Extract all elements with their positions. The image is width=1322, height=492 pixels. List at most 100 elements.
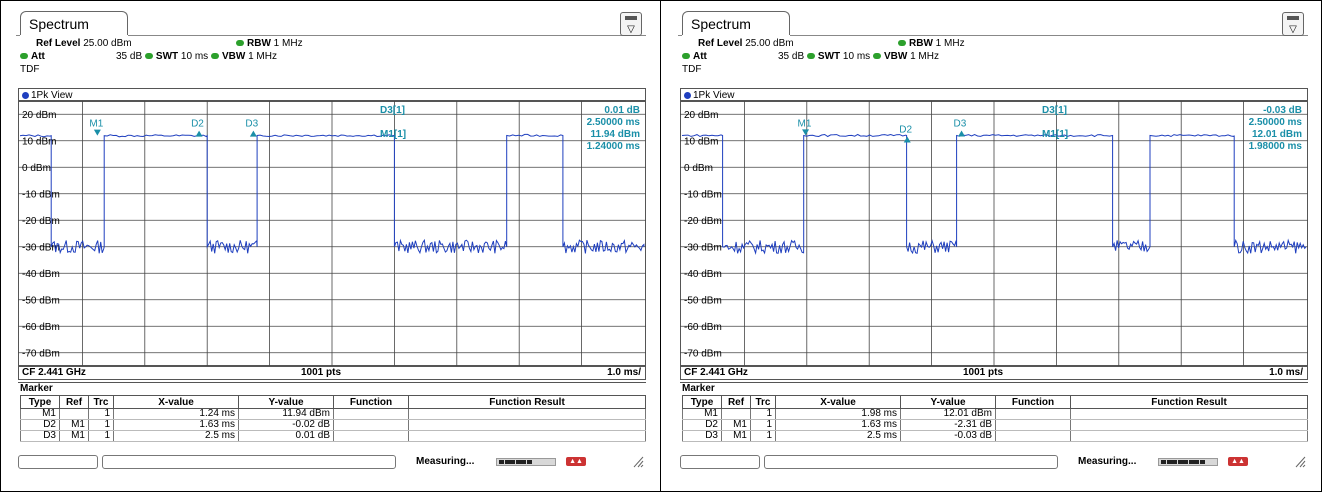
marker-label: D2 — [191, 119, 204, 130]
y-axis-label: 0 dBm — [684, 163, 713, 174]
marker-readout-y: 12.01 dBm — [1252, 129, 1302, 140]
table-row[interactable]: D3 M1 1 2.5 ms -0.03 dB — [682, 430, 1308, 442]
status-dot-icon — [236, 40, 244, 47]
progress-segment — [1199, 460, 1205, 464]
y-axis-label: -60 dBm — [22, 322, 60, 333]
col-x-value: X-value — [775, 395, 901, 409]
table-row[interactable]: M1 1 1.98 ms 12.01 dBm — [682, 408, 1308, 420]
progress-segment — [1188, 460, 1194, 464]
center-frequency: CF 2.441 GHz — [684, 367, 748, 378]
table-row[interactable]: D3 M1 1 2.5 ms 0.01 dB — [20, 430, 646, 442]
progress-segment — [521, 460, 526, 464]
table-row[interactable]: M1 1 1.24 ms 11.94 dBm — [20, 408, 646, 420]
delta-marker-readout-y: -0.03 dB — [1263, 105, 1302, 116]
spectrum-plot[interactable]: 20 dBm 10 dBm 0 dBm -10 dBm -20 dBm -30 dBm -4… — [18, 101, 646, 366]
marker-table-section: Marker Type Ref Trc X-value Y-value Func… — [18, 382, 646, 442]
marker-triangle-icon — [802, 129, 810, 136]
measuring-status: Measuring... — [1078, 456, 1137, 467]
marker-readout-x: 1.24000 ms — [587, 141, 641, 152]
status-field-2[interactable] — [102, 455, 396, 469]
analyzer-window: Spectrum ▽ Ref Level 25.00 dBm RBW 1 MHz… — [16, 8, 648, 469]
ref-level-info: Ref Level 25.00 dBm — [698, 38, 794, 49]
col-ref: Ref — [59, 395, 89, 409]
y-axis-label: -60 dBm — [684, 322, 722, 333]
status-dot-icon — [210, 53, 219, 60]
y-axis-label: -30 dBm — [22, 242, 60, 253]
marker-readout-name: M1[1] — [380, 129, 406, 140]
brand-logo-icon: ▲▲ — [566, 457, 586, 466]
progress-segment — [1161, 460, 1166, 464]
points-count: 1001 pts — [301, 367, 342, 378]
plot-footer: CF 2.441 GHz 1001 pts 1.0 ms/ — [18, 366, 646, 380]
marker-label: M1 — [798, 118, 812, 129]
col-x-value: X-value — [113, 395, 239, 409]
progress-segment — [1166, 460, 1172, 464]
marker-table-title: Marker — [680, 382, 1308, 395]
col-function: Function — [995, 395, 1071, 409]
menu-dropdown-icon[interactable]: ▽ — [620, 12, 642, 36]
progress-segment — [504, 460, 510, 464]
status-bar: Measuring... ▲▲ — [680, 454, 1308, 470]
status-field-2[interactable] — [764, 455, 1058, 469]
y-axis-label: -50 dBm — [684, 295, 722, 306]
marker-triangle-icon — [249, 130, 257, 137]
col-y-value: Y-value — [900, 395, 996, 409]
menu-dropdown-icon[interactable]: ▽ — [1282, 12, 1304, 36]
y-axis-label: -40 dBm — [22, 269, 60, 280]
tab-underline — [678, 35, 1308, 36]
progress-segment — [515, 460, 521, 464]
marker-readout-y: 11.94 dBm — [591, 129, 641, 140]
y-axis-label: -70 dBm — [22, 348, 60, 359]
plot-footer: CF 2.441 GHz 1001 pts 1.0 ms/ — [680, 366, 1308, 380]
rbw-info: RBW 1 MHz — [236, 38, 303, 49]
att-value: 35 dB SWT 10 ms VBW 1 MHz — [116, 51, 277, 62]
trace-dot-icon — [22, 92, 29, 99]
status-field-1[interactable] — [680, 455, 760, 469]
marker-readout-name: M1[1] — [1042, 129, 1068, 140]
marker-triangle-icon — [195, 130, 203, 137]
col-y-value: Y-value — [238, 395, 334, 409]
points-count: 1001 pts — [963, 367, 1004, 378]
status-field-1[interactable] — [18, 455, 98, 469]
progress-segment — [1172, 460, 1177, 464]
table-row[interactable]: D2 M1 1 1.63 ms -0.02 dB — [20, 419, 646, 431]
delta-marker-readout-name: D3[1] — [380, 105, 405, 116]
y-axis-label: -20 dBm — [684, 216, 722, 227]
marker-label: D2 — [899, 125, 912, 136]
att-info: Att — [20, 51, 45, 62]
measurement-progress-bar — [1158, 458, 1218, 466]
marker-readout-x: 1.98000 ms — [1249, 141, 1303, 152]
y-axis-label: 20 dBm — [22, 110, 56, 121]
col-type: Type — [682, 395, 722, 409]
col-type: Type — [20, 395, 60, 409]
analyzer-panel-right: Spectrum ▽ Ref Level 25.00 dBm RBW 1 MHz… — [664, 0, 1322, 470]
table-row[interactable]: D2 M1 1 1.63 ms -2.31 dB — [682, 419, 1308, 431]
delta-marker-readout-name: D3[1] — [1042, 105, 1067, 116]
col-function: Function — [333, 395, 409, 409]
col-trc: Trc — [88, 395, 114, 409]
att-info: Att — [682, 51, 707, 62]
att-value: 35 dB SWT 10 ms VBW 1 MHz — [778, 51, 939, 62]
marker-table: Type Ref Trc X-value Y-value Function Fu… — [682, 395, 1308, 442]
progress-segment — [526, 460, 532, 464]
resize-grip-icon[interactable] — [1294, 454, 1306, 468]
tab-underline — [16, 35, 646, 36]
marker-triangle-icon — [903, 136, 911, 143]
center-frequency: CF 2.441 GHz — [22, 367, 86, 378]
marker-triangle-icon — [93, 129, 101, 136]
marker-label: D3 — [245, 119, 258, 130]
y-axis-label: 10 dBm — [684, 136, 718, 147]
col-trc: Trc — [750, 395, 776, 409]
tab-spectrum[interactable]: Spectrum — [682, 11, 790, 35]
marker-triangle-icon — [958, 130, 966, 137]
rbw-info: RBW 1 MHz — [898, 38, 965, 49]
spectrum-plot[interactable]: 20 dBm 10 dBm 0 dBm -10 dBm -20 dBm -30 dBm -4… — [680, 101, 1308, 366]
view-label: 1Pk View — [680, 88, 1308, 101]
progress-segment — [1183, 460, 1188, 464]
delta-marker-readout-x: 2.50000 ms — [1249, 117, 1303, 128]
tab-spectrum[interactable]: Spectrum — [20, 11, 128, 35]
analyzer-panel-left: Spectrum ▽ Ref Level 25.00 dBm RBW 1 MHz… — [2, 0, 662, 470]
y-axis-label: -10 dBm — [684, 189, 722, 200]
resize-grip-icon[interactable] — [632, 454, 644, 468]
view-label: 1Pk View — [18, 88, 646, 101]
